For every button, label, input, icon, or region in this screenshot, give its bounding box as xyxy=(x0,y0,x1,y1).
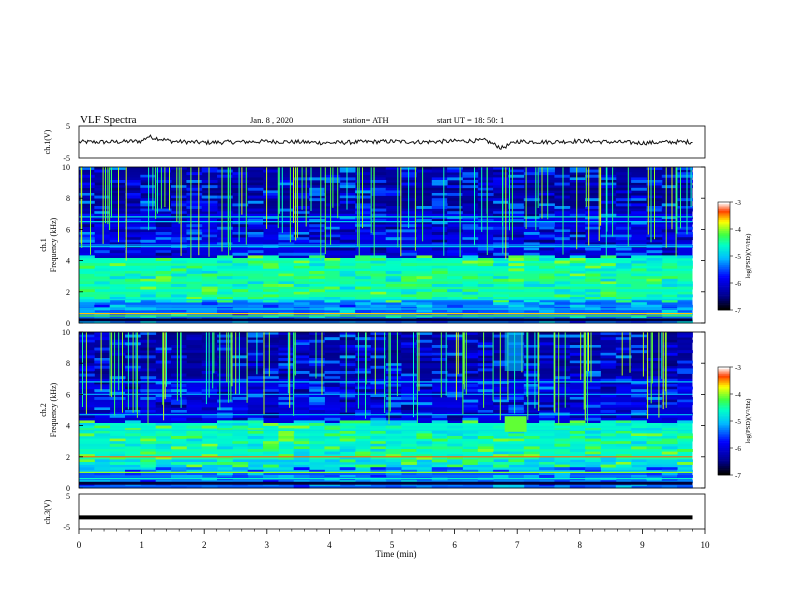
ch2-freq-tick-0: 0 xyxy=(66,484,70,493)
cb1-tick--3: -3 xyxy=(735,199,741,207)
cb2-tick--5: -5 xyxy=(735,418,741,426)
cb1-tick--4: -4 xyxy=(735,226,741,234)
time-tick-2: 2 xyxy=(202,540,207,550)
cb2-tick--3: -3 xyxy=(735,364,741,372)
time-tick-4: 4 xyxy=(327,540,332,550)
cb1-tick--7: -7 xyxy=(735,307,741,315)
ch1-freq-tick-4: 4 xyxy=(66,257,70,266)
time-tick-7: 7 xyxy=(515,540,520,550)
time-tick-5: 5 xyxy=(390,540,395,550)
ch2-freq-tick-10: 10 xyxy=(62,328,70,337)
cb2-tick--4: -4 xyxy=(735,391,741,399)
ch1-waveform-panel: 5 -5 ch.1(V) xyxy=(43,122,706,163)
ch3-ylabel: ch.3(V) xyxy=(43,499,52,524)
ch2-freq-tick-2: 2 xyxy=(66,453,70,462)
ch1-freq-tick-8: 8 xyxy=(66,194,70,203)
ch2-channel-label: ch.2 xyxy=(39,403,48,417)
cb1-label: log(PSD)(V²/Hz) xyxy=(745,234,752,279)
cb2-tick--7: -7 xyxy=(735,472,741,480)
ch1-waveform-line xyxy=(78,134,693,150)
ch2-spectrogram-panel: 10 8 6 4 2 0 ch.2 Frequency (kHz) xyxy=(39,328,706,493)
ch2-frequency-label: Frequency (kHz) xyxy=(49,382,58,437)
ch2-colorbar: -3 -4 -5 -6 -7 log(PSD)(V²/Hz) xyxy=(717,364,752,480)
time-tick-1: 1 xyxy=(139,540,144,550)
ch1-freq-tick-10: 10 xyxy=(62,163,70,172)
time-tick-10: 10 xyxy=(701,540,711,550)
ch1-ytick-top: 5 xyxy=(66,122,70,131)
ch1-frequency-label: Frequency (kHz) xyxy=(49,217,58,272)
cb1-tick--6: -6 xyxy=(735,280,741,288)
ch1-channel-label: ch.1 xyxy=(39,238,48,252)
ch1-freq-tick-2: 2 xyxy=(66,288,70,297)
ch1-spectrogram-image xyxy=(79,167,693,324)
station-label: station= ATH xyxy=(343,115,389,125)
time-tick-6: 6 xyxy=(452,540,457,550)
time-axis: 0 1 2 3 4 5 6 7 8 9 10 xyxy=(77,529,710,550)
cb2-tick--6: -6 xyxy=(735,445,741,453)
ch1-ylabel: ch.1(V) xyxy=(43,129,52,154)
date-label: Jan. 8 , 2020 xyxy=(250,115,293,125)
ch3-waveform-panel: 5 -5 ch.3(V) xyxy=(43,492,706,532)
time-tick-9: 9 xyxy=(640,540,645,550)
cb2-label: log(PSD)(V²/Hz) xyxy=(745,399,752,444)
time-tick-0: 0 xyxy=(77,540,82,550)
time-axis-label: Time (min) xyxy=(376,549,417,559)
start-time-label: start UT = 18: 50: 1 xyxy=(437,115,504,125)
figure-title: VLF Spectra xyxy=(80,114,137,126)
ch2-freq-tick-6: 6 xyxy=(66,390,70,399)
ch1-spectrogram-panel: 10 8 6 4 2 0 ch.1 Frequency (kHz) xyxy=(39,163,706,328)
cb1-tick--5: -5 xyxy=(735,253,741,261)
ch3-ytick-top: 5 xyxy=(66,492,70,501)
ch1-spectrogram-frame xyxy=(78,166,706,324)
ch2-freq-tick-8: 8 xyxy=(66,359,70,368)
time-tick-3: 3 xyxy=(265,540,270,550)
ch1-freq-tick-0: 0 xyxy=(66,319,70,328)
ch3-waveform-frame xyxy=(78,493,706,530)
ch2-spectrogram-frame xyxy=(78,331,706,489)
ch2-spectrogram-image xyxy=(79,332,693,489)
ch3-ytick-bottom: -5 xyxy=(63,523,70,532)
ch1-freq-tick-6: 6 xyxy=(66,225,70,234)
time-tick-8: 8 xyxy=(578,540,583,550)
ch1-ytick-bottom: -5 xyxy=(63,154,70,163)
ch2-freq-tick-4: 4 xyxy=(66,422,70,431)
ch1-colorbar: -3 -4 -5 -6 -7 log(PSD)(V²/Hz) xyxy=(717,199,752,315)
